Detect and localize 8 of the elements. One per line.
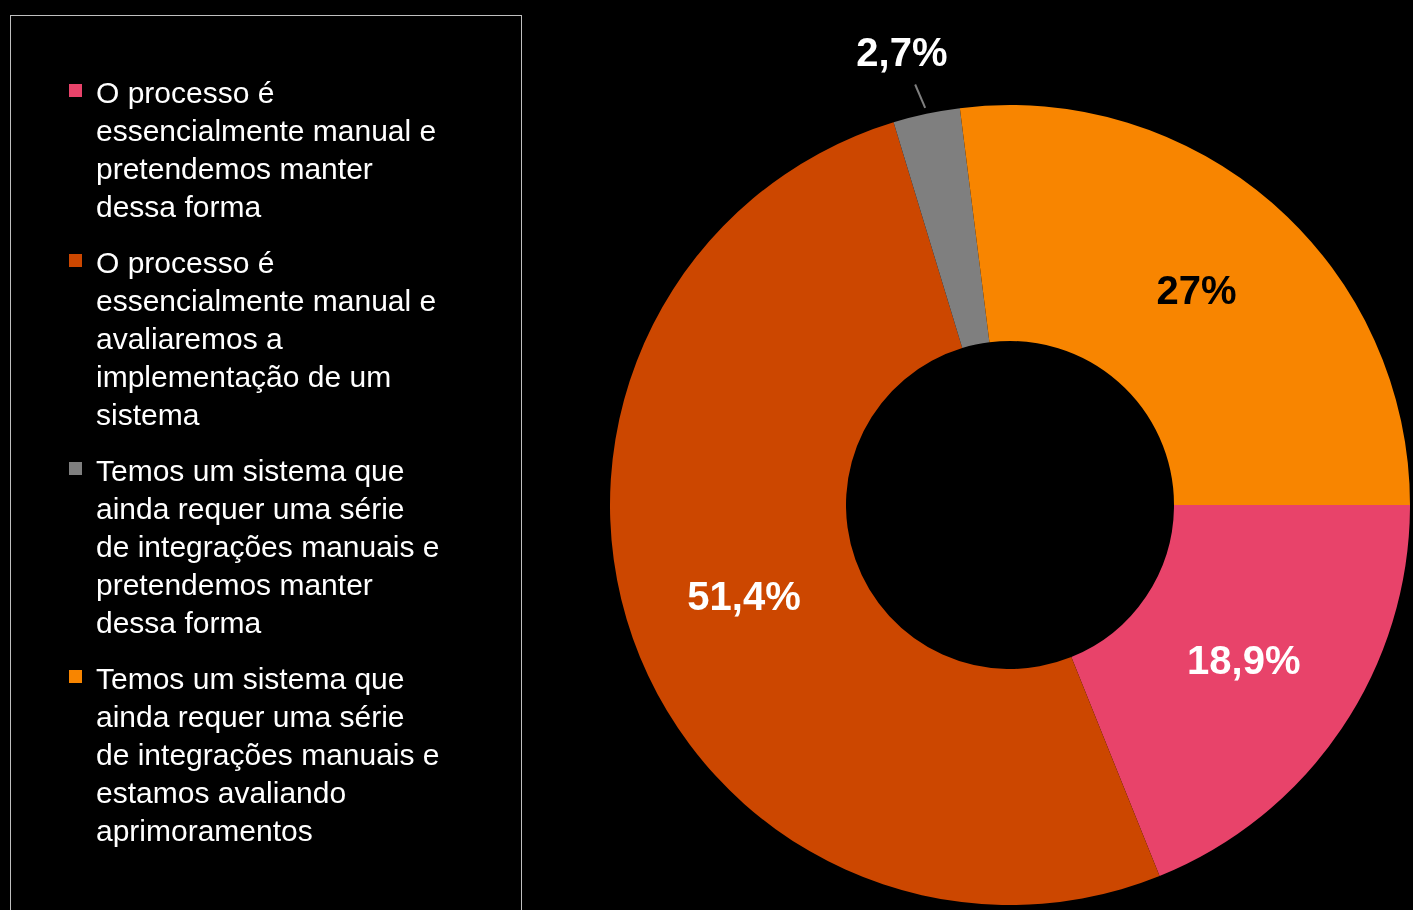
data-label: 18,9% [1187, 637, 1301, 682]
data-label: 2,7% [856, 30, 948, 75]
legend-label: O processo é essencialmente manual e pretendemos manter dessa forma [96, 75, 438, 225]
legend-label: O processo é essencialmente manual e avaliaremos a implementação de um sistema [96, 245, 438, 433]
legend-label: Temos um sistema que ainda requer uma série de integrações manuais e pretendemos manter dessa forma [96, 453, 441, 641]
data-label: 27% [1156, 268, 1237, 313]
data-label: 51,4% [687, 573, 801, 618]
legend-label: Temos um sistema que ainda requer uma série de integrações manuais e estamos avaliando aprimoramentos [96, 661, 441, 849]
